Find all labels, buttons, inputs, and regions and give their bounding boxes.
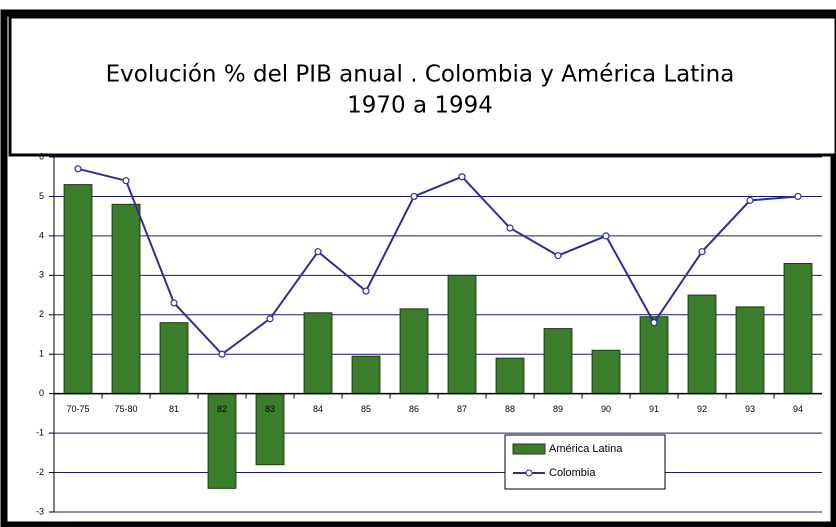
- y-tick-label: 3: [39, 270, 44, 280]
- line-marker: [362, 287, 370, 295]
- bar: [303, 312, 333, 395]
- line-marker: [506, 224, 514, 232]
- x-tick-label: 70-75: [66, 404, 89, 414]
- y-tick-label: 5: [39, 191, 44, 201]
- y-tick-label: 4: [39, 230, 44, 240]
- bar: [687, 294, 717, 395]
- x-tick-label: 89: [553, 404, 563, 414]
- x-tick-label: 93: [745, 404, 755, 414]
- line-marker: [266, 315, 274, 323]
- x-tick-label: 94: [793, 404, 803, 414]
- bar: [735, 306, 765, 395]
- bar: [63, 184, 93, 395]
- legend-marker: [525, 469, 533, 477]
- x-tick-label: 88: [505, 404, 515, 414]
- line-marker: [554, 252, 562, 260]
- bar: [351, 355, 381, 395]
- line-marker: [746, 196, 754, 204]
- line-marker: [698, 248, 706, 256]
- x-tick-label: 75-80: [114, 404, 137, 414]
- x-tick-label: 82: [217, 404, 227, 414]
- x-tick-label: 87: [457, 404, 467, 414]
- y-tick-label: -3: [36, 506, 44, 516]
- x-tick-label: 81: [169, 404, 179, 414]
- y-tick-label: 6: [39, 151, 44, 161]
- bar: [255, 393, 285, 466]
- y-tick-label: 2: [39, 309, 44, 319]
- line-marker: [122, 177, 130, 185]
- bar: [543, 328, 573, 395]
- x-tick-label: 85: [361, 404, 371, 414]
- bar: [111, 203, 141, 395]
- x-tick-label: 84: [313, 404, 323, 414]
- x-tick-label: 90: [601, 404, 611, 414]
- y-tick-label: -2: [36, 467, 44, 477]
- x-tick-label: 92: [697, 404, 707, 414]
- legend-label: Colombia: [549, 467, 596, 479]
- chart-title: Evolución % del PIB anual . Colombia y A…: [106, 62, 735, 88]
- line-marker: [218, 350, 226, 358]
- y-tick-label: -1: [36, 427, 44, 437]
- title-box: [8, 15, 836, 157]
- line-marker: [74, 165, 82, 173]
- bar: [783, 263, 813, 395]
- y-tick-label: 1: [39, 349, 44, 359]
- line: [77, 167, 799, 356]
- bar: [447, 274, 477, 395]
- y-tick-label: 0: [39, 388, 44, 398]
- bar: [399, 308, 429, 395]
- line-marker: [458, 173, 466, 181]
- bar: [159, 322, 189, 395]
- x-tick-label: 86: [409, 404, 419, 414]
- legend-swatch: [512, 443, 546, 455]
- bar: [495, 357, 525, 395]
- legend-label: América Latina: [549, 443, 623, 455]
- line-marker: [410, 192, 418, 201]
- bar: [207, 393, 237, 489]
- x-tick-label: 91: [649, 404, 659, 414]
- line-marker: [602, 232, 610, 240]
- bar: [591, 349, 621, 395]
- chart-subtitle: 1970 a 1994: [347, 93, 493, 119]
- x-tick-label: 83: [265, 404, 275, 414]
- line-marker: [170, 299, 178, 307]
- line-marker: [650, 319, 658, 327]
- line-marker: [794, 192, 802, 201]
- bar: [639, 316, 669, 395]
- line-marker: [314, 248, 322, 256]
